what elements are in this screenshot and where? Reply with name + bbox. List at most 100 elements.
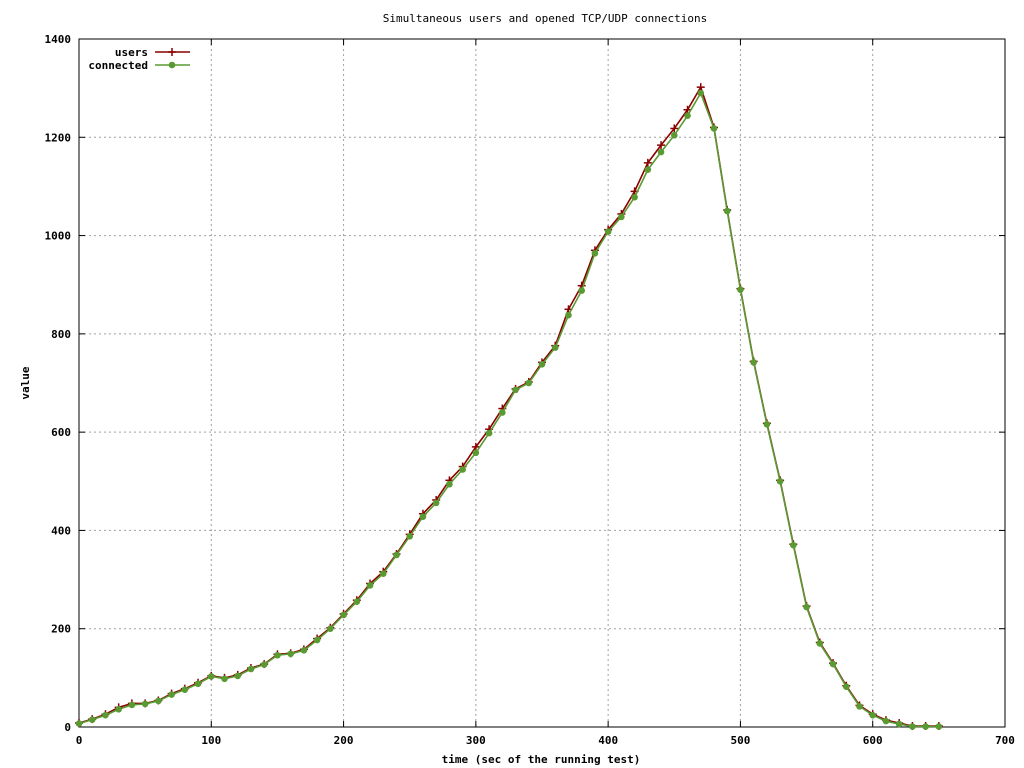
legend-label-connected: connected bbox=[88, 59, 148, 72]
data-point-connected bbox=[604, 228, 612, 235]
data-point-connected bbox=[459, 466, 466, 473]
data-point-connected bbox=[618, 213, 625, 221]
data-point-connected bbox=[393, 551, 400, 559]
series-layer bbox=[75, 83, 943, 731]
series-users bbox=[75, 83, 943, 731]
data-point-connected bbox=[842, 683, 850, 691]
data-point-connected bbox=[260, 661, 268, 668]
data-point-connected bbox=[684, 112, 691, 119]
axis-ticks: 0 100 200 300 400 500 600 700 0 200 400 600 800 1000 1… bbox=[45, 33, 1015, 747]
data-point-connected bbox=[274, 651, 281, 659]
data-point-connected bbox=[829, 660, 837, 668]
y-tick-label: 0 bbox=[64, 721, 71, 734]
data-point-connected bbox=[776, 477, 784, 485]
data-point-connected bbox=[737, 286, 744, 293]
data-point-connected bbox=[379, 570, 387, 577]
x-tick-label: 700 bbox=[995, 734, 1015, 747]
data-point-connected bbox=[895, 720, 903, 728]
x-axis-label: time (sec of the running test) bbox=[442, 753, 641, 766]
y-tick-label: 800 bbox=[51, 328, 71, 341]
plot-frame bbox=[78, 38, 1006, 728]
data-point-connected bbox=[935, 723, 943, 730]
y-tick-label: 600 bbox=[51, 426, 71, 439]
data-point-connected bbox=[816, 640, 824, 647]
data-point-connected bbox=[657, 148, 665, 156]
series-connected bbox=[75, 89, 943, 730]
data-point-connected bbox=[697, 89, 705, 97]
data-point-connected bbox=[723, 207, 731, 215]
data-point-connected bbox=[922, 723, 929, 730]
y-tick-label: 1400 bbox=[45, 33, 72, 46]
data-point-connected bbox=[710, 125, 718, 132]
data-point-connected bbox=[102, 711, 109, 719]
x-tick-label: 0 bbox=[76, 734, 83, 747]
data-point-connected bbox=[247, 665, 255, 673]
data-point-connected bbox=[882, 717, 890, 725]
x-tick-label: 100 bbox=[201, 734, 221, 747]
x-tick-label: 500 bbox=[730, 734, 750, 747]
legend-marker-connected bbox=[168, 61, 176, 69]
y-tick-label: 400 bbox=[51, 524, 71, 537]
data-point-connected bbox=[366, 582, 374, 589]
data-point-connected bbox=[803, 603, 810, 611]
data-point-connected bbox=[578, 287, 585, 294]
data-point-connected bbox=[856, 703, 863, 710]
y-axis-label: value bbox=[19, 366, 32, 399]
legend-marker-users bbox=[168, 48, 176, 56]
data-point-connected bbox=[221, 675, 228, 683]
data-point-connected bbox=[644, 166, 652, 174]
x-tick-label: 200 bbox=[334, 734, 354, 747]
data-point-connected bbox=[207, 673, 215, 680]
data-point-connected bbox=[234, 672, 242, 680]
y-tick-label: 1000 bbox=[45, 230, 72, 243]
data-point-connected bbox=[155, 697, 162, 705]
data-point-users bbox=[643, 158, 652, 167]
data-point-connected bbox=[525, 379, 533, 387]
data-point-connected bbox=[750, 359, 757, 366]
data-point-connected bbox=[327, 625, 334, 633]
data-point-connected bbox=[128, 701, 136, 709]
y-tick-label: 1200 bbox=[45, 131, 72, 144]
data-point-connected bbox=[88, 716, 96, 723]
data-point-connected bbox=[446, 480, 453, 488]
data-point-connected bbox=[485, 429, 493, 437]
data-point-connected bbox=[141, 700, 149, 708]
data-point-connected bbox=[538, 361, 546, 368]
x-tick-label: 400 bbox=[598, 734, 618, 747]
data-point-connected bbox=[790, 541, 797, 549]
x-tick-label: 600 bbox=[863, 734, 883, 747]
data-point-connected bbox=[115, 706, 122, 713]
data-point-users bbox=[670, 124, 679, 133]
data-point-connected bbox=[75, 720, 83, 727]
series-line-users bbox=[78, 85, 939, 727]
data-point-connected bbox=[551, 344, 559, 351]
data-point-connected bbox=[869, 711, 877, 719]
legend-label-users: users bbox=[115, 46, 148, 59]
data-point-connected bbox=[287, 650, 294, 658]
data-point-connected bbox=[194, 680, 202, 688]
data-point-connected bbox=[591, 249, 599, 257]
data-point-connected bbox=[340, 611, 347, 619]
data-point-connected bbox=[406, 533, 414, 540]
data-point-connected bbox=[419, 513, 427, 520]
y-tick-label: 200 bbox=[51, 623, 71, 636]
data-point-connected bbox=[565, 311, 572, 319]
grid bbox=[79, 39, 1005, 727]
data-point-connected bbox=[512, 386, 519, 394]
data-point-connected bbox=[631, 193, 638, 201]
data-point-connected bbox=[499, 409, 506, 416]
data-point-connected bbox=[181, 686, 189, 693]
series-line-connected bbox=[78, 91, 939, 728]
legend-swatch-connected bbox=[155, 61, 190, 69]
legend: users connected bbox=[88, 46, 190, 72]
data-point-connected bbox=[300, 647, 308, 654]
data-point-connected bbox=[909, 723, 916, 730]
data-point-users bbox=[657, 141, 666, 150]
data-point-connected bbox=[353, 598, 361, 605]
data-point-connected bbox=[472, 449, 480, 457]
legend-swatch-users bbox=[155, 48, 190, 56]
data-point-connected bbox=[313, 636, 321, 644]
chart-title: Simultaneous users and opened TCP/UDP co… bbox=[383, 12, 708, 25]
data-point-connected bbox=[432, 499, 440, 507]
